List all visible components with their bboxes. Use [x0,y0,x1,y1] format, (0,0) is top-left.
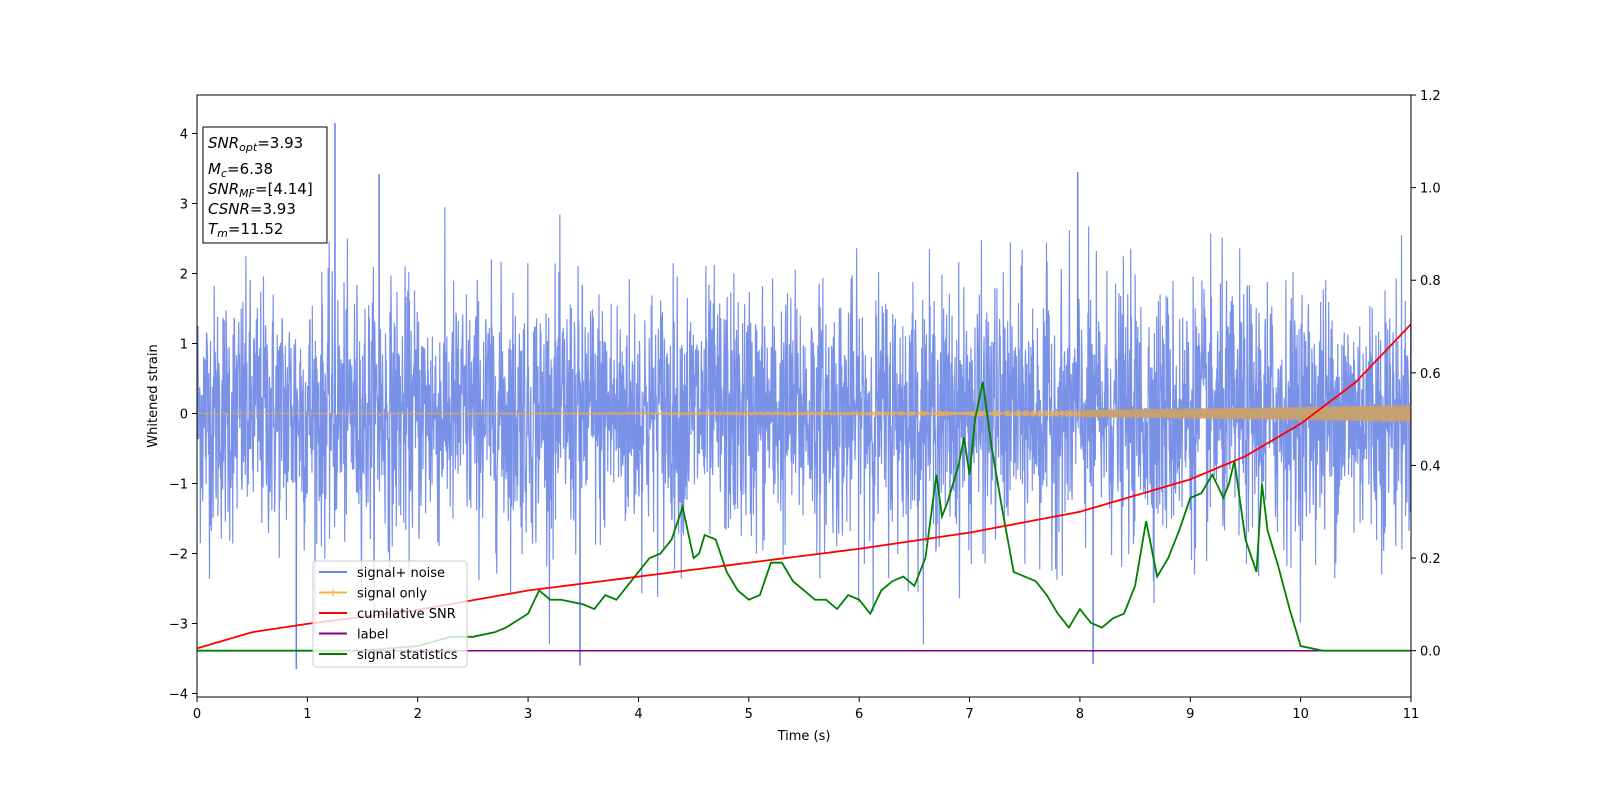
y-left-tick-label: 4 [180,128,188,143]
signal-statistics-line [197,381,1411,652]
signal-noise-series [197,123,1411,669]
y-right-tick-label: 0.2 [1420,552,1441,567]
signal-only-envelope [1079,405,1411,422]
y-right-tick-label: 1.0 [1420,182,1441,197]
y-left-tick-label: 3 [180,198,188,213]
y-left-tick-label: −2 [169,548,188,563]
x-tick-label: 2 [414,707,422,722]
x-tick-label: 7 [965,707,973,722]
x-tick-label: 11 [1403,707,1420,722]
x-tick-label: 5 [745,707,753,722]
y-left-tick-label: −4 [169,688,188,703]
signal-only-series [197,405,1411,422]
info-box: SNRopt=3.93 Mc=6.38 SNRMF=[4.14] CSNR=3.… [202,126,328,244]
y-left-tick-label: −1 [169,478,188,493]
x-tick-label: 4 [634,707,642,722]
info-csnr: CSNR=3.93 [208,200,296,218]
y-left-tick-label: 1 [180,338,188,353]
legend: signal+ noise signal only cumilative SNR la… [312,560,468,668]
x-tick-label: 9 [1186,707,1194,722]
legend-label: label [357,628,388,643]
x-tick-label: 10 [1292,707,1309,722]
info-tm: Tm=11.52 [208,220,283,240]
legend-label: signal statistics [357,648,458,663]
y-right-tick-label: 0.0 [1420,645,1441,660]
info-snr-mf: SNRMF=[4.14] [208,180,313,200]
y-left-tick-label: −3 [169,618,188,633]
x-tick-label: 3 [524,707,532,722]
info-mc: Mc=6.38 [208,160,273,180]
signal-statistics-series [197,381,1411,652]
legend-label: cumilative SNR [357,607,456,622]
x-tick-label: 1 [303,707,311,722]
info-snr-opt: SNRopt=3.93 [208,134,303,154]
y-axis-right: 0.0 0.2 0.4 0.6 0.8 1.0 1.2 [1411,89,1441,660]
legend-label: signal only [357,587,427,602]
y-left-tick-label: 2 [180,268,188,283]
y-axis-title: Whitened strain [146,344,161,447]
x-axis: 0 1 2 3 4 5 6 7 8 9 10 11 [193,697,1419,722]
y-right-tick-label: 0.6 [1420,367,1441,382]
plot-frame [196,94,1412,698]
x-tick-label: 0 [193,707,201,722]
x-tick-label: 6 [855,707,863,722]
signal-noise-line [197,207,1411,645]
y-axis-left: −4 −3 −2 −1 0 1 2 3 4 [169,128,197,703]
legend-label: signal+ noise [357,566,445,581]
y-right-tick-label: 1.2 [1420,89,1441,104]
y-right-tick-label: 0.4 [1420,459,1441,474]
x-axis-title: Time (s) [777,729,831,744]
y-right-tick-label: 0.8 [1420,274,1441,289]
y-left-tick-label: 0 [180,408,188,423]
x-tick-label: 8 [1076,707,1084,722]
